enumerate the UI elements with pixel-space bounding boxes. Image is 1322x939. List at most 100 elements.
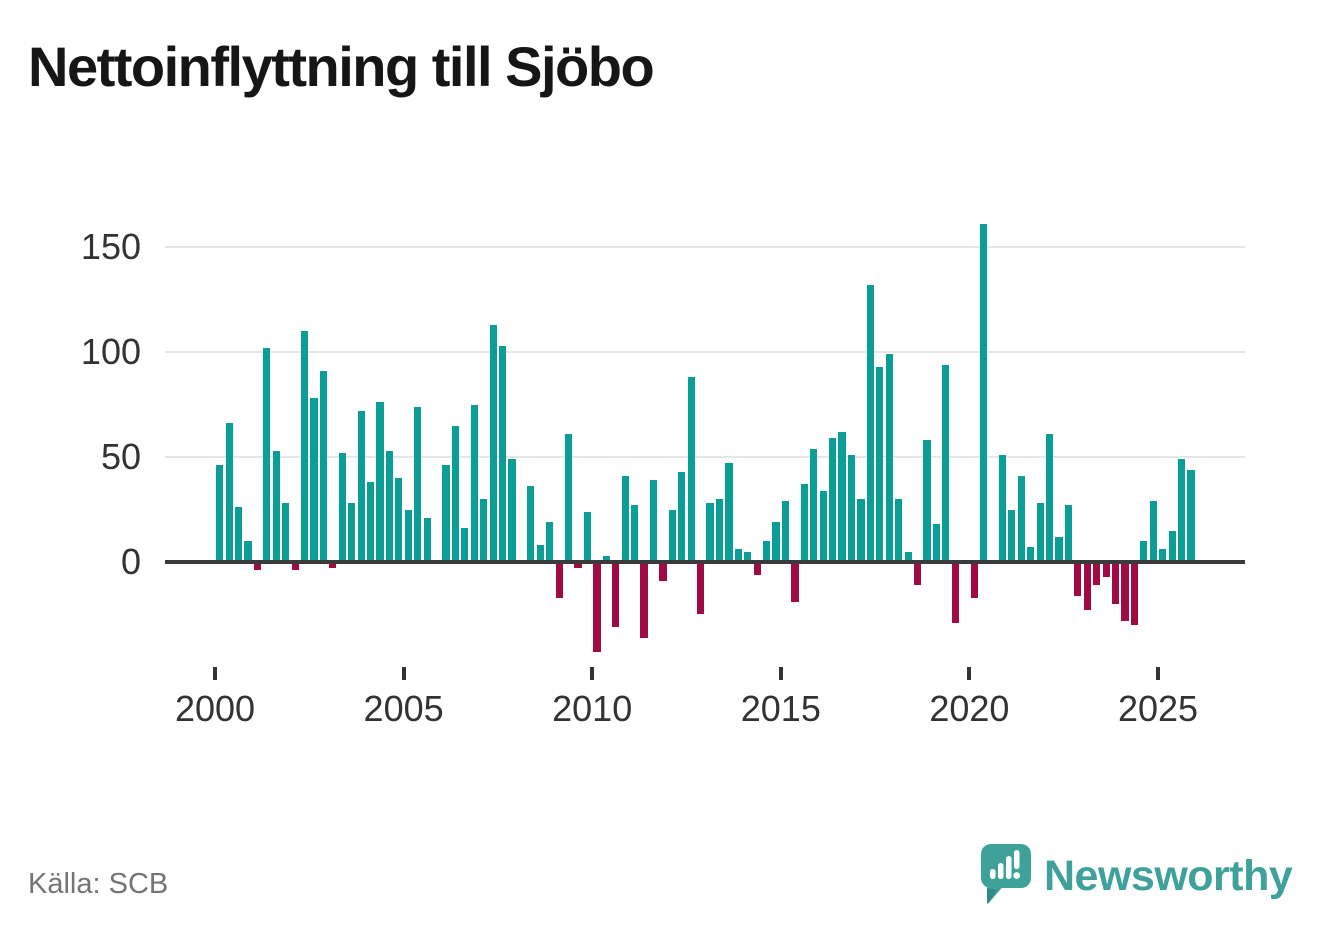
bar-2006-Q4 [470,404,478,562]
bar-2008-Q3 [536,545,544,562]
x-axis-label-2005: 2005 [363,688,444,729]
bar-2015-Q4 [810,448,818,562]
bar-2007-Q4 [508,459,516,562]
bar-2001-Q1 [253,564,262,571]
bar-2021-Q2 [1017,475,1025,562]
bar-2006-Q1 [442,465,450,562]
brand-name: Newsworthy [1044,852,1293,900]
newsworthy-branding: Newsworthy [978,842,1293,906]
bar-2012-Q2 [678,471,686,562]
bar-2002-Q1 [291,564,299,571]
x-axis-label-2020: 2020 [929,688,1010,729]
chart-title: Nettoinflyttning till Sjöbo [28,35,655,98]
bar-2019-Q3 [951,564,959,623]
bar-2016-Q1 [819,490,827,562]
bar-2001-Q3 [272,450,280,562]
bar-2000-Q4 [244,541,252,562]
bar-2014-Q2 [753,564,761,575]
bar-2025-Q3 [1177,459,1186,562]
bar-2004-Q2 [376,402,384,562]
bar-2013-Q1 [706,503,714,562]
bar-2014-Q1 [744,551,752,562]
bar-2017-Q1 [857,499,865,562]
bar-2023-Q3 [1102,564,1110,577]
bar-2011-Q1 [631,505,639,562]
bar-2024-Q2 [1130,564,1138,625]
y-axis-label-150: 150 [80,226,141,267]
bar-2007-Q2 [489,324,497,562]
x-axis-tick-2010 [590,667,595,680]
bar-2010-Q2 [602,555,610,562]
bar-2023-Q4 [1111,564,1120,604]
bar-2021-Q1 [1008,509,1016,562]
bar-2002-Q4 [319,370,328,562]
bar-2025-Q2 [1168,530,1176,562]
x-axis-zero-line [165,560,1245,564]
bar-2024-Q1 [1121,564,1129,621]
bar-2004-Q3 [385,450,394,562]
bar-2000-Q2 [225,423,233,562]
x-axis-label-2015: 2015 [740,688,821,729]
bar-2023-Q1 [1083,564,1091,611]
bar-2016-Q2 [829,438,837,562]
bar-2020-Q1 [970,564,978,598]
bar-2007-Q1 [480,499,488,562]
bar-2016-Q4 [847,454,856,562]
x-axis-tick-2005 [401,667,406,680]
bar-2019-Q1 [932,524,940,562]
bar-2015-Q1 [781,501,790,562]
gridline-50 [165,456,1245,458]
bar-2019-Q2 [942,364,950,562]
newsworthy-logo-icon [981,844,1031,904]
bar-2005-Q2 [414,406,422,562]
bar-2016-Q3 [838,431,846,562]
bar-2005-Q1 [404,509,412,562]
y-axis-label-0: 0 [120,541,141,582]
x-axis-tick-2025 [1156,667,1160,680]
bar-2024-Q3 [1140,541,1148,562]
bar-2005-Q3 [423,517,431,562]
bar-2022-Q1 [1045,433,1054,562]
y-axis-label-50: 50 [100,436,141,477]
bar-2020-Q2 [979,223,988,562]
bar-2010-Q4 [621,475,629,562]
y-axis-label-100: 100 [80,331,141,372]
bar-2011-Q4 [659,564,667,581]
bar-2018-Q3 [913,564,922,585]
bar-2009-Q4 [583,511,592,562]
bar-2015-Q3 [800,484,808,562]
bar-2008-Q2 [527,486,535,562]
bar-2000-Q1 [216,465,224,562]
bar-2017-Q2 [866,284,874,562]
bar-2009-Q3 [574,564,582,569]
source-label: Källa: SCB [28,868,169,900]
bar-2018-Q1 [895,499,903,562]
bar-2000-Q3 [234,507,243,562]
gridline-100 [165,351,1245,353]
bar-2017-Q4 [885,354,893,562]
x-axis-label-2000: 2000 [174,688,256,729]
gridline-150 [165,246,1245,248]
bar-2021-Q3 [1027,547,1035,562]
bar-2003-Q4 [357,410,365,562]
bar-2006-Q2 [451,425,460,562]
bar-2009-Q2 [565,433,573,562]
bar-2024-Q4 [1149,501,1157,562]
bar-2025-Q4 [1187,469,1195,562]
bar-2003-Q2 [338,452,346,562]
bar-2003-Q3 [348,503,356,562]
bar-2011-Q2 [640,564,648,638]
bar-2018-Q4 [923,440,931,562]
bar-2013-Q4 [734,549,742,562]
x-axis-tick-2020 [967,667,972,680]
x-axis-tick-2000 [213,667,217,680]
bar-2015-Q2 [791,564,799,602]
bar-2020-Q4 [998,454,1006,562]
bar-2009-Q1 [555,564,563,598]
bar-2022-Q2 [1055,536,1063,562]
bar-2008-Q4 [546,522,554,562]
bar-2006-Q3 [461,528,469,562]
bar-2018-Q2 [904,551,912,562]
bar-2001-Q2 [263,347,271,562]
